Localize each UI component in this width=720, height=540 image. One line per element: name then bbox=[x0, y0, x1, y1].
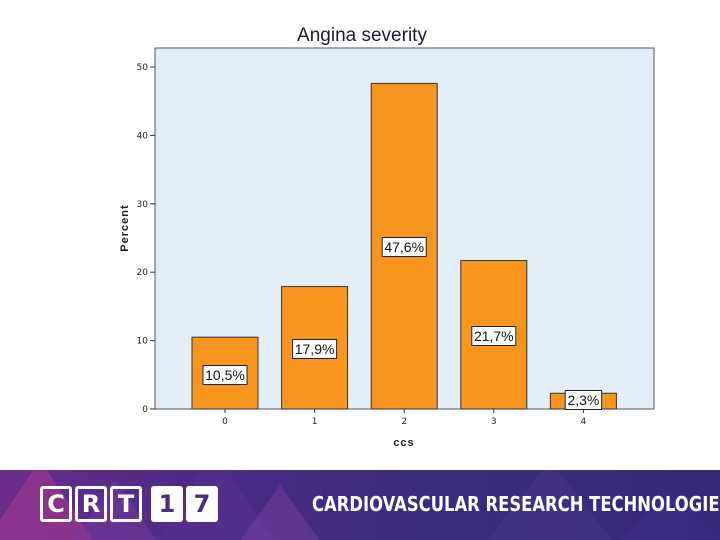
data-label-box bbox=[471, 326, 517, 346]
x-axis: 0 1 2 3 4 bbox=[222, 409, 587, 427]
data-label-box bbox=[202, 365, 248, 385]
y-tick-label: 30 bbox=[137, 200, 149, 210]
data-label-box bbox=[292, 339, 338, 359]
y-tick-label: 40 bbox=[137, 131, 149, 141]
logo-letter-c: C bbox=[40, 486, 72, 522]
footer-banner bbox=[0, 470, 720, 540]
logo-letter-r: R bbox=[75, 486, 107, 522]
x-axis-title: ccs bbox=[393, 437, 414, 449]
x-tick-label: 1 bbox=[312, 417, 318, 427]
bar-chart: 0 10 20 30 40 50 10,5% 17,9% 47,6% 21,7% 2,3% 0 1 2… bbox=[119, 25, 655, 449]
logo-digit-1: 1 bbox=[151, 486, 183, 522]
bars: 10,5% 17,9% 47,6% 21,7% 2,3% bbox=[191, 82, 617, 410]
crt17-logo: C R T 1 7 bbox=[40, 486, 221, 524]
data-label-box bbox=[381, 237, 427, 257]
logo-digit-7: 7 bbox=[186, 486, 218, 522]
data-label: 21,7% bbox=[474, 328, 514, 344]
x-tick-label: 3 bbox=[491, 417, 497, 427]
data-label: 10,5% bbox=[205, 367, 245, 383]
logo-letter-t: T bbox=[110, 486, 142, 522]
y-axis: 0 10 20 30 40 50 bbox=[137, 63, 155, 415]
y-tick-label: 0 bbox=[142, 405, 148, 415]
organization-name: CARDIOVASCULAR RESEARCH TECHNOLOGIES bbox=[312, 492, 720, 516]
x-tick-label: 0 bbox=[222, 417, 228, 427]
y-tick-label: 10 bbox=[137, 337, 149, 347]
data-label: 2,3% bbox=[567, 392, 599, 408]
data-label: 17,9% bbox=[295, 341, 335, 357]
y-axis-title: Percent bbox=[119, 204, 131, 251]
data-label: 47,6% bbox=[384, 239, 424, 255]
x-tick-label: 2 bbox=[401, 417, 407, 427]
y-tick-label: 50 bbox=[137, 63, 149, 73]
chart-title: Angina severity bbox=[297, 25, 427, 46]
x-tick-label: 4 bbox=[581, 417, 587, 427]
y-tick-label: 20 bbox=[137, 268, 149, 278]
